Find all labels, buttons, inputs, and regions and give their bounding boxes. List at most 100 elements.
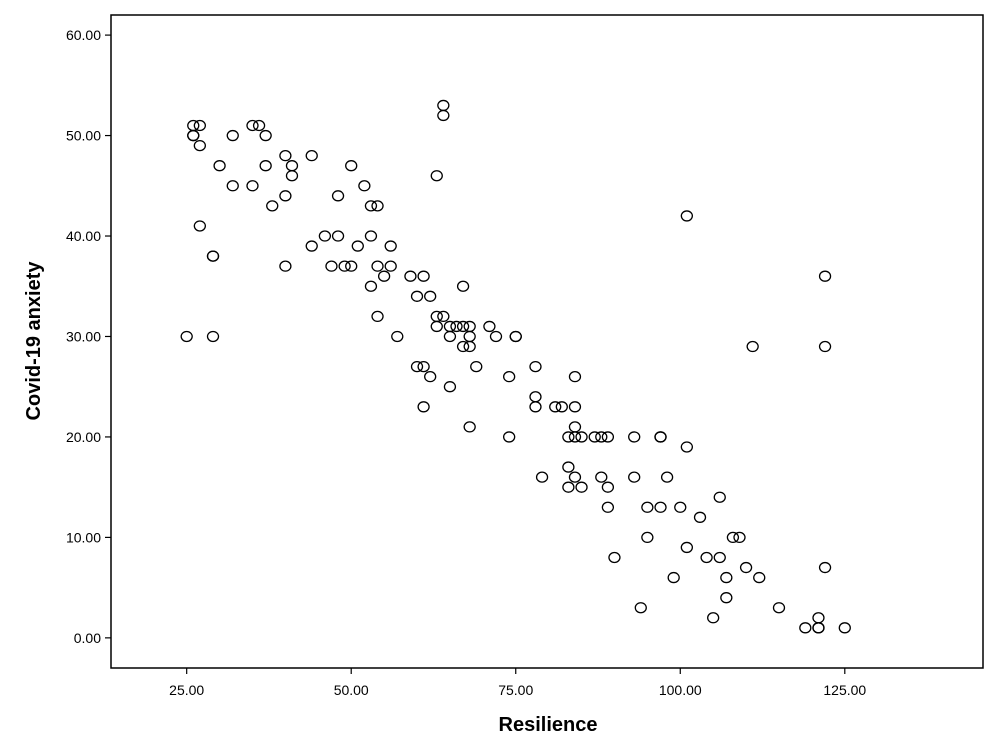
data-point — [430, 320, 443, 333]
data-point — [680, 441, 693, 453]
data-point — [680, 541, 693, 554]
data-point — [456, 280, 470, 292]
data-point — [503, 371, 516, 383]
data-point — [509, 330, 522, 343]
data-point — [279, 190, 292, 202]
data-point — [364, 200, 378, 212]
data-point — [812, 622, 825, 634]
y-tick-label: 30.00 — [66, 328, 101, 344]
data-point — [180, 330, 193, 343]
data-point — [628, 471, 641, 483]
data-point — [660, 471, 674, 483]
y-tick-label: 40.00 — [66, 228, 101, 244]
y-axis-title: Covid-19 anxiety — [23, 261, 45, 421]
data-point — [575, 431, 588, 443]
data-point — [555, 401, 568, 413]
data-point — [654, 501, 667, 513]
data-point — [331, 190, 345, 202]
data-point — [331, 230, 345, 242]
data-point — [707, 612, 720, 624]
data-point — [377, 270, 391, 282]
data-point — [463, 421, 476, 433]
data-point — [430, 170, 443, 182]
data-point — [654, 431, 667, 443]
data-point — [720, 571, 733, 584]
data-point — [266, 200, 279, 212]
data-point — [450, 320, 463, 333]
data-point — [259, 160, 272, 172]
data-point — [483, 320, 496, 333]
plot-frame — [110, 14, 984, 669]
x-tick-label: 100.00 — [659, 682, 702, 698]
data-point — [206, 250, 220, 262]
data-point — [601, 481, 615, 493]
data-point — [252, 119, 266, 132]
data-point — [226, 180, 239, 192]
data-point — [305, 240, 318, 252]
data-point — [726, 531, 740, 544]
data-point — [279, 149, 292, 162]
data-point — [456, 340, 470, 353]
data-point — [417, 270, 430, 282]
data-point — [259, 129, 272, 142]
x-axis-title: Resilience — [499, 714, 598, 736]
data-point — [753, 571, 766, 584]
data-point — [568, 471, 582, 483]
data-point — [213, 160, 226, 172]
data-point — [187, 129, 200, 142]
data-point — [338, 260, 351, 272]
data-point — [358, 180, 371, 192]
data-point — [588, 431, 601, 443]
data-point — [206, 330, 220, 343]
data-point — [568, 431, 582, 443]
data-point — [562, 431, 575, 443]
data-point — [456, 320, 470, 333]
data-point — [568, 401, 582, 413]
data-point — [818, 340, 832, 353]
data-point — [364, 230, 378, 242]
data-point — [489, 330, 503, 343]
data-point — [634, 602, 647, 614]
data-point — [595, 431, 608, 443]
data-point — [443, 381, 457, 393]
data-point — [470, 360, 483, 373]
y-tick-label: 10.00 — [66, 529, 101, 545]
data-point — [364, 280, 378, 292]
data-points — [180, 99, 851, 634]
data-point — [746, 340, 759, 353]
data-point — [410, 290, 424, 302]
data-point — [371, 200, 384, 212]
data-point — [437, 109, 450, 122]
data-point — [193, 119, 206, 132]
data-point — [345, 260, 358, 272]
data-point — [391, 330, 404, 343]
data-point — [463, 340, 476, 353]
data-point — [693, 511, 707, 523]
data-point — [641, 531, 654, 544]
y-tick-label: 20.00 — [66, 429, 101, 445]
data-point — [345, 160, 358, 172]
data-point — [193, 139, 206, 152]
y-tick-label: 0.00 — [74, 630, 101, 646]
data-point — [818, 270, 832, 282]
y-axis: 0.00 10.00 20.00 30.00 40.00 50.00 60.00 — [66, 27, 111, 646]
data-point — [226, 129, 239, 142]
data-point — [562, 461, 575, 473]
data-point — [680, 210, 693, 222]
data-point — [601, 431, 615, 443]
data-point — [713, 551, 726, 564]
data-point — [628, 431, 641, 443]
data-point — [799, 622, 812, 634]
x-tick-label: 25.00 — [169, 682, 204, 698]
data-point — [772, 602, 786, 614]
data-point — [529, 401, 542, 413]
data-point — [535, 471, 549, 483]
data-point — [371, 260, 384, 272]
data-point — [720, 592, 733, 604]
data-point — [279, 260, 292, 272]
data-point — [424, 290, 437, 302]
y-tick-label: 60.00 — [66, 27, 101, 43]
data-point — [608, 551, 621, 564]
data-point — [384, 260, 397, 272]
